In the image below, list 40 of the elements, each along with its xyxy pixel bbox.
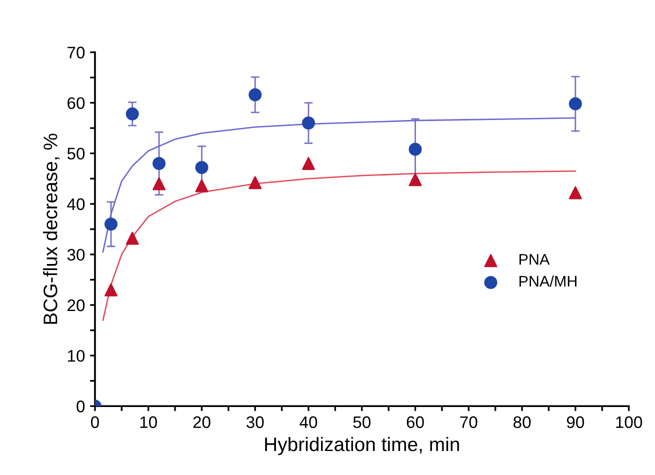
point (568, 186, 582, 200)
point (408, 173, 422, 186)
point (104, 218, 118, 231)
point (408, 142, 422, 156)
legend-label: PNA (520, 254, 550, 265)
y-tick-label: 40 (67, 198, 85, 210)
point (248, 88, 262, 102)
line-series (102, 170, 576, 321)
x-axis-title: Hybridization time, min (265, 436, 459, 456)
point (568, 97, 582, 110)
x-tick-label: 80 (513, 416, 531, 428)
x-tick-label: 20 (193, 416, 210, 428)
point (302, 156, 316, 170)
y-tick-label: 60 (68, 97, 85, 110)
point (104, 283, 118, 296)
y-tick-label: 20 (68, 299, 85, 312)
x-tick-label: 100 (616, 416, 642, 428)
y-tick-label: 70 (68, 46, 85, 58)
x-tick-label: 50 (353, 416, 371, 428)
x-tick-label: 0 (90, 416, 99, 428)
point (302, 116, 316, 130)
y-tick-label: 10 (68, 350, 85, 362)
point (152, 177, 166, 190)
x-tick-label: 30 (246, 416, 264, 428)
x-tick-label: 40 (300, 416, 318, 428)
point (248, 176, 262, 190)
y-tick-label: 0 (76, 400, 85, 412)
point (126, 232, 139, 245)
y-tick-label: 30 (67, 248, 85, 261)
x-tick-label: 10 (140, 416, 157, 428)
x-tick-label: 90 (566, 416, 584, 428)
point (152, 156, 166, 170)
y-tick-label: 50 (67, 148, 85, 160)
point (126, 107, 139, 120)
point (195, 179, 208, 192)
x-tick-label: 60 (406, 416, 424, 428)
point (195, 161, 208, 174)
x-tick-label: 70 (460, 416, 478, 428)
legend-label: PNA/MH (520, 275, 576, 287)
y-axis-title: BCG-flux decrease, % (43, 134, 60, 324)
